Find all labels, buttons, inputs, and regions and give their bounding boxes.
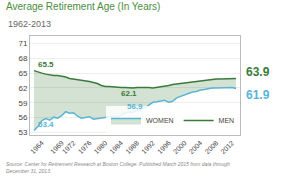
svg-text:53: 53: [18, 128, 27, 137]
svg-text:1996: 1996: [156, 139, 172, 155]
svg-text:1980: 1980: [92, 139, 108, 155]
svg-text:65: 65: [18, 69, 27, 78]
svg-text:1969: 1969: [49, 139, 65, 155]
svg-text:62.1: 62.1: [121, 89, 137, 98]
svg-text:56.9: 56.9: [127, 102, 143, 111]
svg-text:2012: 2012: [219, 139, 235, 155]
svg-text:1962-2013: 1962-2013: [8, 19, 51, 29]
svg-text:2000: 2000: [172, 139, 188, 155]
svg-text:1992: 1992: [140, 139, 156, 155]
svg-text:2008: 2008: [203, 139, 219, 155]
svg-text:71: 71: [18, 39, 27, 48]
svg-text:56: 56: [18, 113, 27, 122]
svg-text:1964: 1964: [29, 139, 45, 155]
svg-text:WOMEN: WOMEN: [146, 117, 174, 124]
svg-text:1972: 1972: [61, 139, 77, 155]
svg-text:2004: 2004: [188, 139, 204, 155]
svg-text:62: 62: [18, 84, 27, 93]
svg-text:61.9: 61.9: [246, 88, 270, 102]
svg-text:1976: 1976: [77, 139, 93, 155]
svg-text:68: 68: [18, 54, 27, 63]
svg-text:63.9: 63.9: [246, 65, 270, 79]
svg-text:65.5: 65.5: [38, 60, 54, 69]
svg-text:MEN: MEN: [219, 117, 235, 124]
svg-text:Source: Center for Retirement: Source: Center for Retirement Research a…: [6, 161, 230, 174]
svg-text:Average Retirement Age (In Yea: Average Retirement Age (In Years): [6, 1, 160, 12]
svg-text:59: 59: [18, 99, 27, 108]
svg-text:1984: 1984: [108, 139, 124, 155]
svg-text:1988: 1988: [124, 139, 140, 155]
svg-text:53.4: 53.4: [38, 120, 54, 129]
